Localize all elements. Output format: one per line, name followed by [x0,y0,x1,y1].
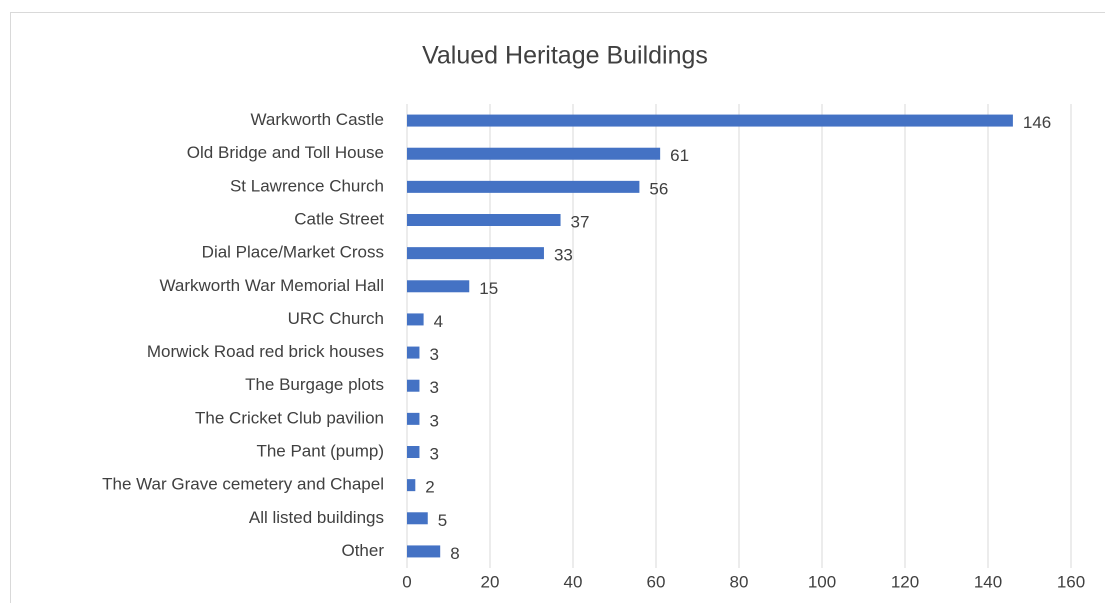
y-tick-label: Morwick Road red brick houses [147,342,384,361]
bar [407,280,470,293]
y-tick-label: The War Grave cemetery and Chapel [102,475,384,494]
x-tick-label: 120 [891,572,919,591]
data-label: 3 [429,444,438,463]
data-label: 3 [429,378,438,397]
x-tick-label: 40 [564,572,583,591]
y-tick-label: The Cricket Club pavilion [195,408,384,427]
y-tick-label: Warkworth War Memorial Hall [160,276,385,295]
bar [407,313,424,326]
y-tick-label: Other [341,541,384,560]
data-label: 61 [670,146,689,165]
bar [407,412,420,425]
y-tick-label: Dial Place/Market Cross [202,243,384,262]
y-tick-label: All listed buildings [249,508,384,527]
bar [407,247,544,260]
x-tick-label: 0 [402,572,411,591]
data-label: 3 [429,345,438,364]
chart-border [10,12,1105,603]
y-tick-label: Old Bridge and Toll House [187,143,384,162]
data-label: 5 [438,511,447,530]
y-tick-label: St Lawrence Church [230,176,384,195]
chart-title: Valued Heritage Buildings [422,42,708,70]
x-tick-label: 20 [481,572,500,591]
x-tick-label: 100 [808,572,836,591]
data-label: 146 [1023,113,1051,132]
data-label: 8 [450,544,459,563]
data-label: 56 [649,179,668,198]
data-label: 33 [554,246,573,265]
y-tick-label: The Burgage plots [245,375,384,394]
bar [407,214,561,226]
bar [407,180,640,193]
data-label: 15 [479,279,498,298]
bar [407,545,441,558]
bar [407,114,1013,127]
data-label: 3 [429,411,438,430]
bar [407,512,428,525]
x-tick-label: 60 [647,572,666,591]
x-tick-label: 80 [730,572,749,591]
bar [407,446,420,458]
y-tick-label: Warkworth Castle [250,110,384,129]
data-label: 2 [425,478,434,497]
y-tick-label: The Pant (pump) [256,441,384,460]
x-tick-label: 160 [1057,572,1085,591]
bar [407,147,661,160]
x-tick-label: 140 [974,572,1002,591]
bar [407,379,420,392]
data-label: 4 [434,312,443,331]
y-tick-label: URC Church [288,309,384,328]
y-tick-label: Catle Street [294,209,384,228]
data-label: 37 [571,212,590,231]
bar [407,346,420,359]
bar [407,479,416,492]
